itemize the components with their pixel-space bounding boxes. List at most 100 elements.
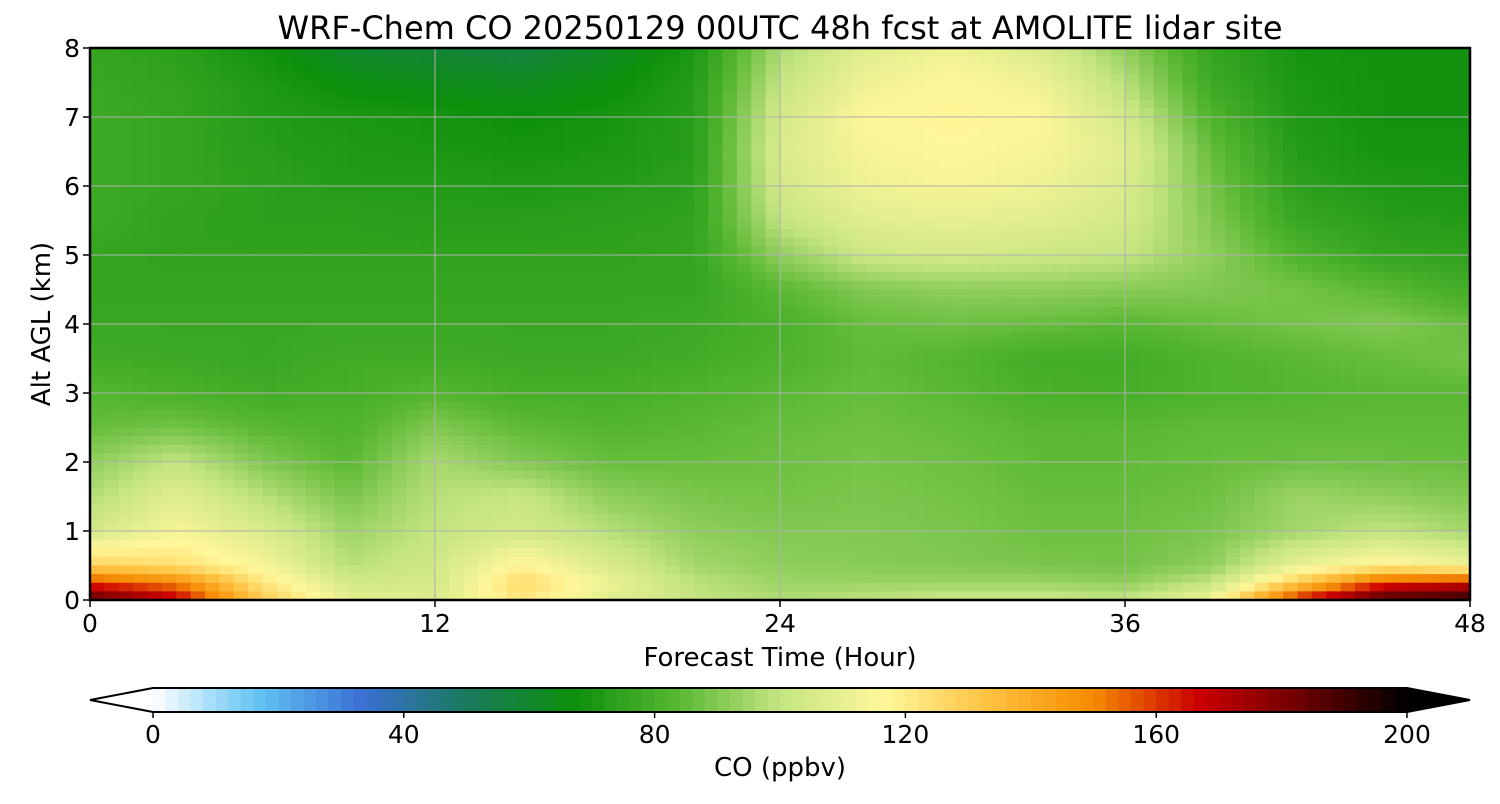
heat-cell xyxy=(593,462,609,472)
heat-cell xyxy=(837,194,853,204)
heat-cell xyxy=(377,91,393,101)
heat-cell xyxy=(693,99,709,109)
heat-cell xyxy=(1398,289,1414,299)
heat-cell xyxy=(1038,444,1054,454)
heat-cell xyxy=(406,220,422,230)
heat-cell xyxy=(535,427,551,437)
heat-cell xyxy=(851,142,867,153)
heat-cell xyxy=(1211,229,1227,239)
heat-cell xyxy=(521,73,537,84)
heat-cell xyxy=(1053,108,1069,118)
heat-cell xyxy=(1441,151,1457,161)
heat-cell xyxy=(1268,289,1284,299)
heat-cell xyxy=(1426,384,1442,394)
heat-cell xyxy=(636,48,652,58)
heat-cell xyxy=(420,280,436,291)
heat-cell xyxy=(736,160,752,170)
heat-cell xyxy=(794,298,810,308)
heat-cell xyxy=(219,255,235,265)
heat-cell xyxy=(492,56,508,66)
heat-cell xyxy=(1168,349,1184,360)
heat-cell xyxy=(406,237,422,247)
heat-cell xyxy=(1053,186,1069,196)
heat-cell xyxy=(923,82,939,92)
heat-cell xyxy=(1326,393,1342,403)
heat-cell xyxy=(1311,306,1327,316)
heat-cell xyxy=(1053,160,1069,170)
heat-cell xyxy=(736,479,752,489)
heat-cell xyxy=(909,211,925,222)
heat-cell xyxy=(1398,401,1414,411)
heat-cell xyxy=(665,324,680,334)
heat-cell xyxy=(1254,194,1270,204)
heat-cell xyxy=(449,246,465,256)
heat-cell xyxy=(808,194,824,204)
heat-cell xyxy=(665,487,680,498)
heat-cell xyxy=(593,436,609,446)
heat-cell xyxy=(751,108,767,118)
heat-cell xyxy=(1081,203,1097,213)
heat-cell xyxy=(780,324,795,334)
heat-cell xyxy=(550,82,565,92)
heat-cell xyxy=(564,358,580,368)
heat-cell xyxy=(938,263,954,273)
heat-cell xyxy=(636,108,652,118)
heat-cell xyxy=(794,393,810,403)
heat-cell xyxy=(1412,427,1428,437)
heat-cell xyxy=(521,48,537,58)
heat-cell xyxy=(780,211,795,222)
heat-cell xyxy=(478,177,494,187)
heat-cell xyxy=(118,246,134,256)
heat-cell xyxy=(133,401,149,411)
heat-cell xyxy=(118,142,134,153)
heat-cell xyxy=(334,375,350,385)
heat-cell xyxy=(1168,186,1184,196)
heat-cell xyxy=(190,177,206,187)
heat-cell xyxy=(823,168,839,178)
heat-cell xyxy=(391,332,407,342)
heat-cell xyxy=(176,82,192,92)
heat-cell xyxy=(190,117,206,127)
heat-cell xyxy=(808,341,824,351)
heat-cell xyxy=(161,56,177,66)
heat-cell xyxy=(1110,203,1126,213)
heat-cell xyxy=(1153,48,1169,58)
heat-cell xyxy=(1455,203,1470,213)
heat-cell xyxy=(1369,82,1385,92)
heat-cell xyxy=(463,186,479,196)
heat-cell xyxy=(262,99,278,109)
heat-cell xyxy=(463,358,479,368)
heat-cell xyxy=(320,134,335,144)
heat-cell xyxy=(233,91,249,101)
heat-cell xyxy=(1311,332,1327,342)
heat-cell xyxy=(1311,393,1327,403)
heat-cell xyxy=(880,82,896,92)
heat-cell xyxy=(1110,168,1126,178)
heat-cell xyxy=(1240,315,1255,325)
heat-cell xyxy=(794,125,810,135)
heat-cell xyxy=(305,211,321,222)
heat-cell xyxy=(636,246,652,256)
heat-cell xyxy=(320,315,335,325)
heat-cell xyxy=(391,470,407,480)
heat-cell xyxy=(478,410,494,420)
heat-cell xyxy=(248,401,264,411)
heat-cell xyxy=(262,427,278,437)
heat-cell xyxy=(1441,255,1457,265)
heat-cell xyxy=(1196,91,1212,101)
heat-cell xyxy=(1196,237,1212,247)
heat-cell xyxy=(1369,410,1385,420)
heat-cell xyxy=(348,444,364,454)
heat-cell xyxy=(1182,56,1198,66)
heat-cell xyxy=(1412,125,1428,135)
heat-cell xyxy=(693,203,709,213)
heat-cell xyxy=(1355,280,1370,291)
heat-cell xyxy=(420,246,436,256)
heat-cell xyxy=(1311,324,1327,334)
heat-cell xyxy=(363,393,379,403)
heat-cell xyxy=(276,349,292,360)
heat-cell xyxy=(521,410,537,420)
heat-cell xyxy=(1240,358,1255,368)
heat-cell xyxy=(219,367,235,377)
heat-cell xyxy=(564,436,580,446)
